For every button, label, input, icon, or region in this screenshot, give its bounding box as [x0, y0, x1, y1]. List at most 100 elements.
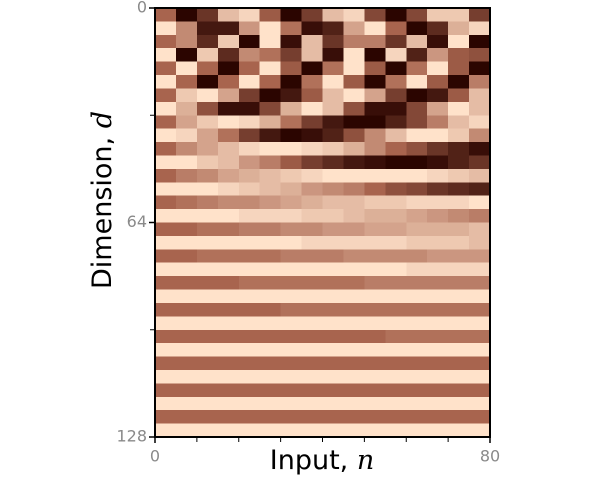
- cell: [322, 276, 344, 290]
- cell: [322, 329, 344, 344]
- cell: [385, 276, 407, 290]
- cell: [343, 329, 365, 344]
- cell: [280, 410, 303, 424]
- cell: [385, 168, 407, 183]
- cell: [175, 383, 198, 398]
- cell: [155, 276, 177, 290]
- cell: [175, 115, 198, 129]
- cell: [217, 343, 240, 357]
- cell: [259, 316, 282, 331]
- x-axis-label: Input, n: [270, 445, 374, 476]
- cell: [259, 423, 282, 438]
- cell: [238, 34, 261, 49]
- cell: [448, 329, 470, 344]
- cell: [155, 182, 177, 196]
- cell: [427, 182, 449, 196]
- cell: [175, 182, 198, 196]
- cell: [343, 276, 365, 290]
- cell: [469, 222, 491, 237]
- cell: [238, 369, 261, 384]
- cell: [301, 423, 323, 438]
- cell: [448, 316, 470, 331]
- cell: [280, 383, 303, 398]
- cell: [448, 235, 470, 250]
- cell: [406, 356, 428, 371]
- cell: [406, 142, 428, 156]
- cell: [196, 423, 219, 438]
- cell: [196, 249, 219, 264]
- cell: [259, 209, 282, 223]
- cell: [175, 356, 198, 371]
- cell: [238, 21, 261, 36]
- cell: [322, 410, 344, 424]
- cell: [406, 8, 428, 22]
- cell: [280, 155, 303, 170]
- cell: [322, 8, 344, 22]
- cell: [280, 209, 303, 223]
- cell: [469, 8, 491, 22]
- cell: [175, 195, 198, 210]
- cell: [301, 115, 323, 129]
- cell: [448, 209, 470, 223]
- cell: [469, 249, 491, 264]
- cell: [448, 34, 470, 49]
- cell: [175, 235, 198, 250]
- heatmap: [155, 8, 491, 438]
- cell: [385, 289, 407, 304]
- cell: [364, 21, 386, 36]
- cell: [343, 21, 365, 36]
- cell: [469, 410, 491, 424]
- cell: [385, 222, 407, 237]
- cell: [364, 249, 386, 264]
- cell: [238, 276, 261, 290]
- cell: [301, 101, 323, 116]
- y-tick-label: 64: [127, 212, 147, 231]
- cell: [322, 61, 344, 76]
- cell: [259, 195, 282, 210]
- cell: [448, 155, 470, 170]
- cell: [364, 75, 386, 89]
- cell: [238, 168, 261, 183]
- cell: [175, 343, 198, 357]
- cell: [427, 48, 449, 62]
- cell: [196, 34, 219, 49]
- cell: [364, 195, 386, 210]
- cell: [364, 34, 386, 49]
- cell: [238, 8, 261, 22]
- cell: [427, 329, 449, 344]
- cell: [322, 115, 344, 129]
- cell: [448, 356, 470, 371]
- cell: [280, 75, 303, 89]
- cell: [175, 262, 198, 277]
- cell: [217, 182, 240, 196]
- cell: [175, 8, 198, 22]
- cell: [427, 302, 449, 317]
- x-axis-label-text: Input,: [270, 445, 349, 476]
- cell: [301, 21, 323, 36]
- cell: [364, 302, 386, 317]
- cell: [217, 369, 240, 384]
- cell: [427, 155, 449, 170]
- cell: [301, 356, 323, 371]
- cell: [155, 423, 177, 438]
- cell: [343, 182, 365, 196]
- cell: [175, 289, 198, 304]
- cell: [196, 168, 219, 183]
- cell: [301, 410, 323, 424]
- cell: [469, 21, 491, 36]
- cell: [217, 423, 240, 438]
- cell: [217, 128, 240, 143]
- cell: [322, 235, 344, 250]
- cell: [364, 101, 386, 116]
- cell: [280, 21, 303, 36]
- y-tick-label: 0: [137, 0, 147, 17]
- cell: [385, 383, 407, 398]
- cell: [175, 101, 198, 116]
- x-tick-label: 0: [150, 447, 160, 466]
- cell: [364, 356, 386, 371]
- cell: [427, 195, 449, 210]
- cell: [385, 343, 407, 357]
- cell: [406, 249, 428, 264]
- cell: [280, 48, 303, 62]
